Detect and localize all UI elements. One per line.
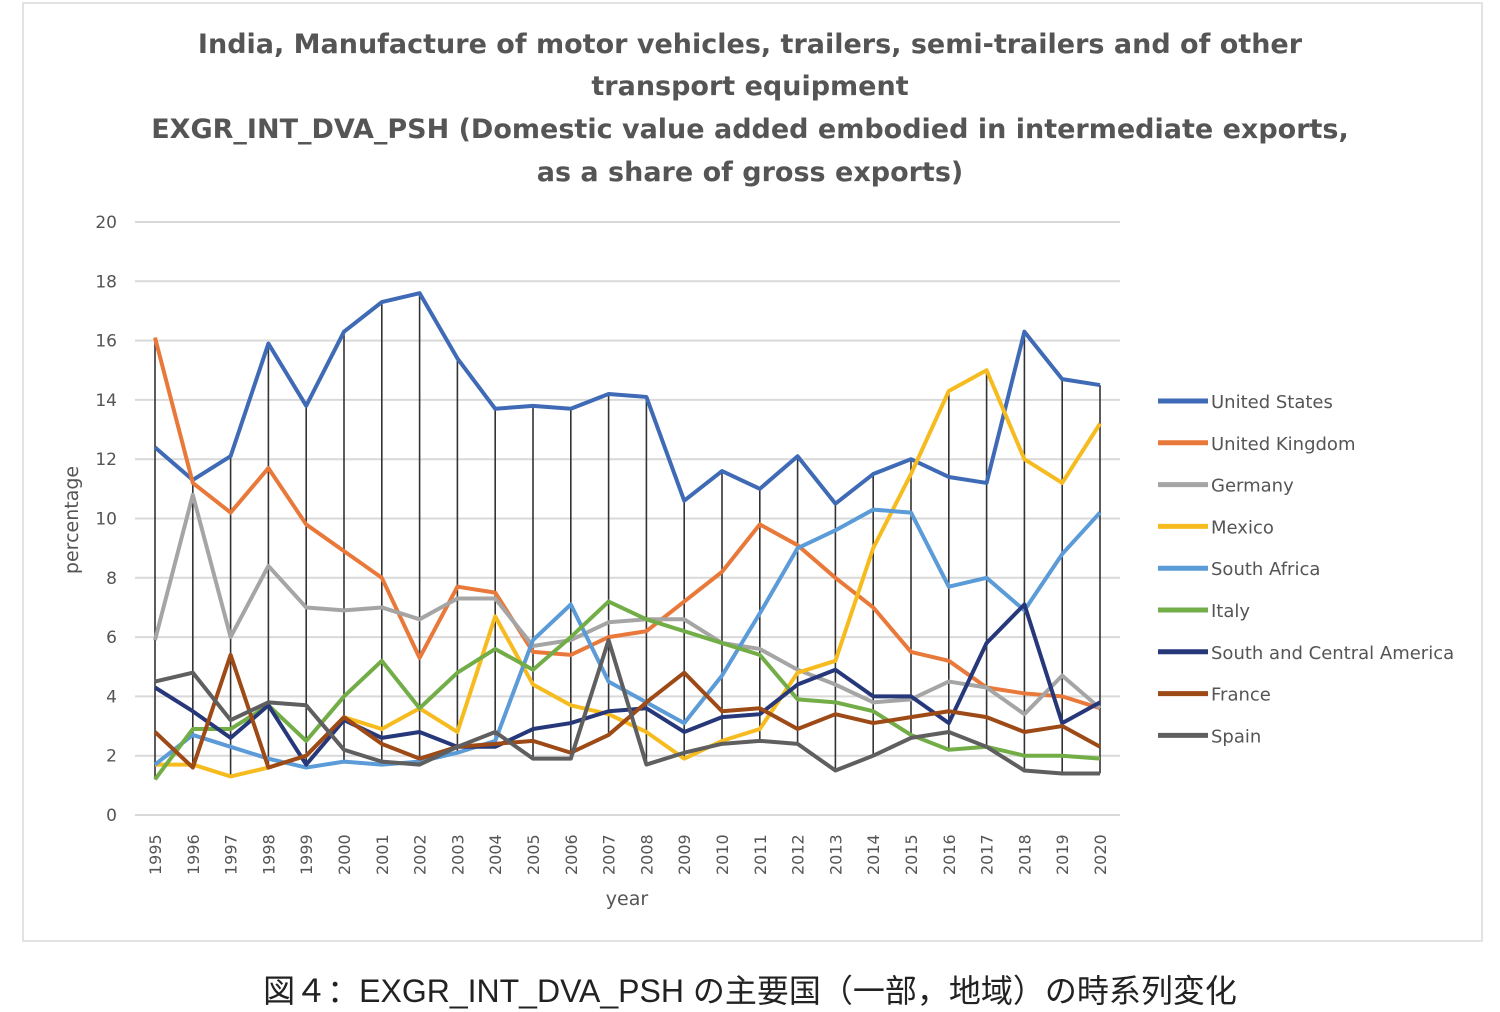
x-tick-label: 2017 bbox=[978, 834, 997, 875]
x-tick-label: 2006 bbox=[562, 834, 581, 875]
series-line-south-and-central-america bbox=[153, 602, 1101, 767]
x-tick-label: 2003 bbox=[448, 834, 467, 875]
y-tick-label: 16 bbox=[95, 332, 117, 352]
y-tick-label: 12 bbox=[95, 450, 117, 470]
legend-label-united-kingdom: United Kingdom bbox=[1211, 434, 1355, 455]
y-tick-label: 6 bbox=[106, 628, 117, 648]
x-tick-label: 1998 bbox=[259, 834, 278, 875]
chart-title-line-1: India, Manufacture of motor vehicles, tr… bbox=[197, 29, 1303, 60]
x-tick-label: 1999 bbox=[297, 834, 316, 875]
x-tick-label: 2013 bbox=[826, 834, 845, 875]
y-tick-label: 4 bbox=[106, 687, 117, 707]
x-tick-label: 1996 bbox=[184, 834, 203, 875]
x-tick-label: 2005 bbox=[524, 834, 543, 875]
chart-title-line-4: as a share of gross exports) bbox=[536, 157, 964, 188]
x-axis-label: year bbox=[606, 888, 649, 910]
legend-label-spain: Spain bbox=[1211, 726, 1261, 747]
legend-label-france: France bbox=[1211, 685, 1271, 706]
legend-label-united-states: United States bbox=[1211, 392, 1333, 413]
line-chart: 0 2 4 6 8 10 12 14 16 18 20 1995 1996 1997 1998 1999 200… bbox=[61, 213, 1454, 910]
x-tick-label: 2016 bbox=[940, 834, 959, 875]
x-tick-label: 2011 bbox=[751, 834, 770, 875]
y-tick-label: 10 bbox=[95, 510, 117, 530]
y-tick-label: 14 bbox=[95, 391, 117, 411]
y-tick-label: 8 bbox=[106, 569, 117, 589]
legend-label-germany: Germany bbox=[1211, 476, 1294, 497]
series-line-italy bbox=[153, 599, 1101, 781]
series-line-mexico bbox=[155, 368, 1102, 779]
x-tick-label: 2002 bbox=[411, 834, 430, 875]
x-tick-label: 1997 bbox=[222, 834, 241, 875]
x-tick-label: 1995 bbox=[146, 834, 165, 875]
y-tick-label: 0 bbox=[106, 806, 117, 826]
y-tick-label: 18 bbox=[95, 272, 117, 292]
y-tick-label: 2 bbox=[106, 747, 117, 767]
x-tick-label: 2001 bbox=[373, 834, 392, 875]
legend-label-south-africa: South Africa bbox=[1211, 559, 1320, 580]
series-line-spain bbox=[154, 638, 1100, 776]
figure-caption: 図４：EXGR_INT_DVA_PSH の主要国（一部，地域）の時系列変化 bbox=[263, 973, 1237, 1009]
x-tick-label: 2010 bbox=[713, 834, 732, 875]
y-tick-label: 20 bbox=[95, 213, 117, 233]
x-tick-label: 2012 bbox=[789, 834, 808, 875]
series-line-united-kingdom bbox=[153, 337, 1101, 711]
y-axis-label: percentage bbox=[61, 466, 83, 574]
x-tick-label: 2007 bbox=[600, 834, 619, 875]
chart-title-line-3: EXGR_INT_DVA_PSH (Domestic value added e… bbox=[151, 114, 1349, 145]
x-tick-label: 2009 bbox=[675, 834, 694, 875]
legend-label-south-and-central-america: South and Central America bbox=[1211, 643, 1454, 664]
chart-frame bbox=[22, 2, 1483, 942]
series-line-france bbox=[153, 652, 1101, 770]
x-tick-label: 2008 bbox=[637, 834, 656, 875]
x-tick-label: 2015 bbox=[902, 834, 921, 875]
x-tick-label: 2019 bbox=[1053, 834, 1072, 875]
series-line-south-africa bbox=[153, 507, 1102, 770]
legend-label-italy: Italy bbox=[1211, 601, 1250, 622]
series-line-united-states bbox=[153, 291, 1101, 506]
legend-label-mexico: Mexico bbox=[1211, 517, 1274, 538]
x-tick-label: 2018 bbox=[1015, 834, 1034, 875]
x-tick-label: 2000 bbox=[335, 834, 354, 875]
chart-title-line-2: transport equipment bbox=[591, 71, 909, 102]
x-tick-label: 2014 bbox=[864, 834, 883, 875]
x-tick-label: 2004 bbox=[486, 834, 505, 875]
series-line-germany bbox=[153, 492, 1102, 717]
x-tick-label: 2020 bbox=[1091, 834, 1110, 875]
